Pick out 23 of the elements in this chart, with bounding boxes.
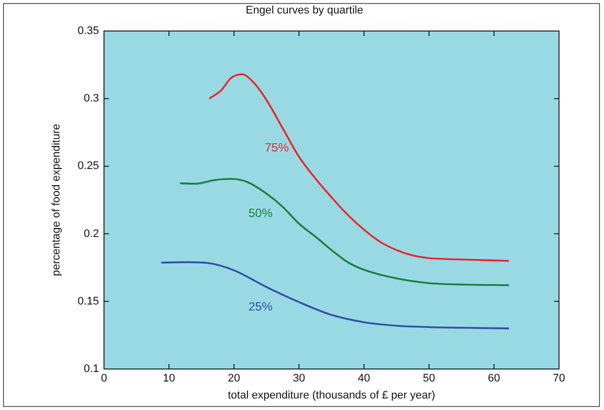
x-tick-label: 30 [292,372,306,385]
y-tick-label: 0.35 [78,25,99,38]
series-label: 25% [248,299,273,314]
y-tick-label: 0.1 [84,363,99,376]
y-tick-label: 0.3 [84,92,99,105]
x-axis-title: total expenditure (thousands of £ per year) [228,389,436,402]
chart-title: Engel curves by quartile [246,4,364,17]
line-series [160,261,510,330]
y-tick-label: 0.25 [78,160,99,172]
x-tick-label: 70 [552,372,566,385]
y-tick-label: 0.2 [84,228,99,240]
x-tick-label: 60 [488,372,500,385]
series-label: 50% [248,206,273,220]
x-tick-label: 0 [100,372,108,385]
line-series [208,73,510,262]
series-label: 75% [264,140,290,155]
x-tick-label: 10 [162,372,176,385]
y-tick-label: 0.15 [78,295,99,308]
x-tick-label: 50 [422,372,436,385]
x-tick-label: 20 [228,372,240,385]
line-series [179,178,510,286]
x-tick-label: 40 [358,372,370,385]
y-axis-title: percentage of food expenditure [50,124,63,276]
